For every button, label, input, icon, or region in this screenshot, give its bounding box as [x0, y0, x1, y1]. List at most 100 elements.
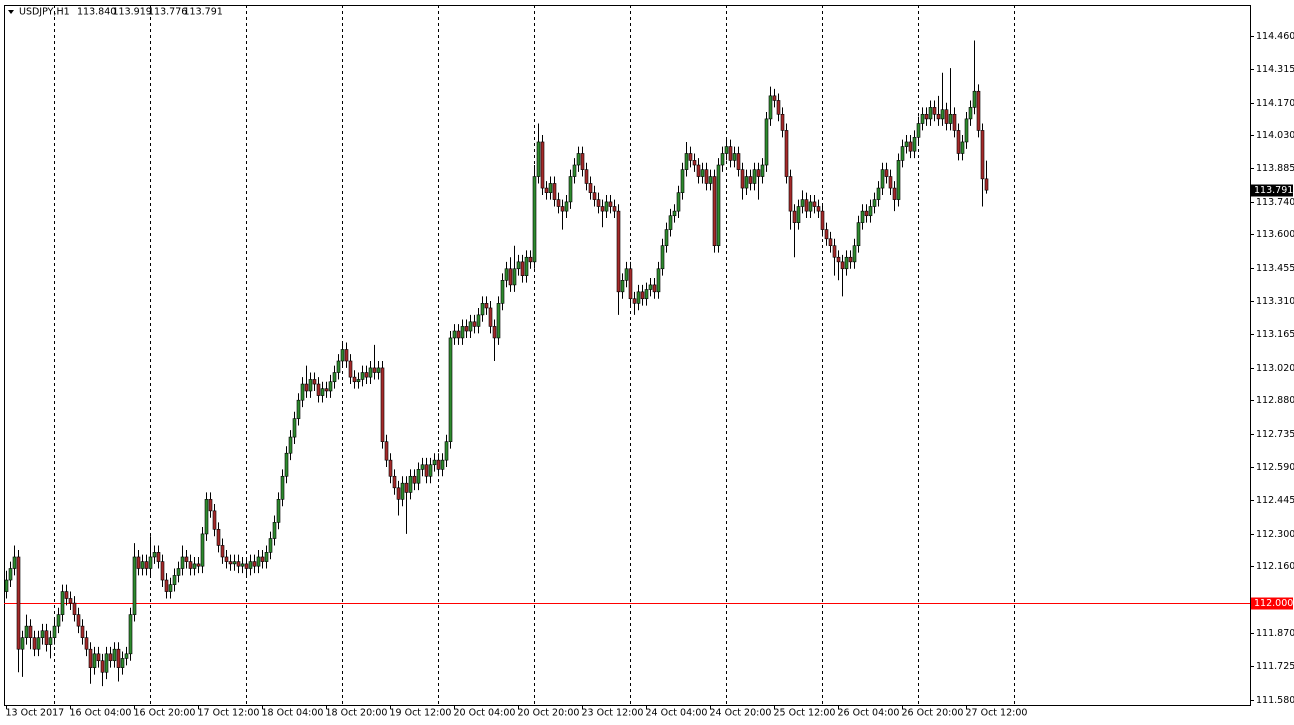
candle-body — [52, 625, 57, 638]
candle-body — [692, 160, 697, 166]
candle-body — [96, 653, 101, 662]
candle-body — [908, 141, 913, 152]
candle-body — [220, 545, 225, 558]
candle-body — [804, 199, 809, 212]
candle-body — [112, 648, 117, 662]
candle-body — [320, 388, 325, 396]
header-value: 113.840 — [77, 7, 116, 18]
candle-body — [744, 176, 749, 189]
candle-body — [120, 658, 125, 668]
x-tick-label: 24 Oct 04:00 — [646, 708, 708, 719]
candle-body — [124, 653, 129, 659]
candle-body — [64, 591, 69, 599]
candle-body — [656, 268, 661, 293]
candle-body — [716, 164, 721, 247]
candle-body — [460, 326, 465, 339]
candle-body — [396, 487, 401, 500]
candle-body — [184, 556, 189, 562]
candle-body — [76, 614, 81, 627]
y-tick-label: 113.165 — [1256, 329, 1294, 340]
candle-body — [704, 169, 709, 184]
candle-body — [592, 192, 597, 200]
candle-body — [84, 637, 89, 650]
candle-body — [300, 383, 305, 401]
x-tick-label: 23 Oct 12:00 — [582, 708, 644, 719]
x-tick-label: 18 Oct 04:00 — [262, 708, 324, 719]
candle-body — [740, 169, 745, 189]
candle-body — [388, 459, 393, 477]
candle-body — [608, 201, 613, 207]
candle-body — [648, 284, 653, 290]
candle-body — [312, 379, 317, 385]
candle-body — [904, 141, 909, 147]
candle-body — [520, 261, 525, 276]
candle-body — [160, 561, 165, 581]
candle-body — [564, 201, 569, 212]
candle-body — [452, 330, 457, 339]
candle-body — [984, 178, 989, 191]
symbol-label: USDJPY,H1 — [19, 7, 70, 18]
candle-body — [384, 441, 389, 461]
candle-body — [356, 379, 361, 383]
candle-body — [872, 199, 877, 207]
candle-body — [164, 579, 169, 592]
candle-body — [24, 625, 29, 638]
candle-body — [860, 210, 865, 223]
candle-body — [972, 90, 977, 108]
candle-body — [772, 95, 777, 101]
candle-body — [144, 561, 149, 569]
candle-body — [760, 164, 765, 177]
candle-body — [40, 630, 45, 638]
candle-body — [508, 268, 513, 286]
candle-body — [976, 90, 981, 131]
candle-body — [248, 561, 253, 569]
candle-body — [784, 130, 789, 177]
candle-body — [256, 556, 261, 567]
level-label-box — [1251, 597, 1293, 610]
candle-body — [856, 222, 861, 247]
candle-body — [960, 141, 965, 154]
header-value: 113.791 — [184, 7, 223, 18]
candle-body — [816, 206, 821, 212]
candle-body — [940, 109, 945, 120]
candle-body — [116, 648, 121, 668]
candle-body — [260, 556, 265, 562]
candle-body — [532, 176, 537, 263]
candle-body — [16, 556, 21, 650]
candle-body — [464, 326, 469, 332]
candle-body — [812, 201, 817, 207]
candle-body — [348, 360, 353, 378]
candle-body — [956, 130, 961, 154]
candle-body — [352, 376, 357, 383]
candle-body — [892, 187, 897, 200]
candle-body — [724, 146, 729, 154]
y-tick-label: 114.170 — [1256, 98, 1294, 109]
candle-body — [344, 349, 349, 362]
y-tick-label: 113.600 — [1256, 229, 1294, 240]
candle-body — [368, 367, 373, 378]
candle-body — [668, 215, 673, 230]
candle-body — [100, 660, 105, 673]
y-tick-label: 112.445 — [1256, 495, 1294, 506]
candle-body — [820, 210, 825, 230]
candle-body — [932, 107, 937, 115]
candle-body — [560, 206, 565, 212]
candle-body — [696, 164, 701, 177]
menu-arrow[interactable] — [8, 10, 14, 14]
candle-body — [948, 113, 953, 124]
y-tick-label: 113.740 — [1256, 197, 1294, 208]
candle-body — [156, 552, 161, 562]
candle-body — [444, 441, 449, 461]
candle-body — [236, 561, 241, 567]
candle-body — [788, 176, 793, 212]
candle-body — [340, 349, 345, 362]
candle-body — [48, 637, 53, 645]
candle-body — [672, 210, 677, 217]
candle-body — [44, 630, 49, 645]
candle-body — [756, 169, 761, 177]
candle-body — [664, 229, 669, 247]
candle-body — [428, 464, 433, 477]
candle-body — [580, 153, 585, 170]
